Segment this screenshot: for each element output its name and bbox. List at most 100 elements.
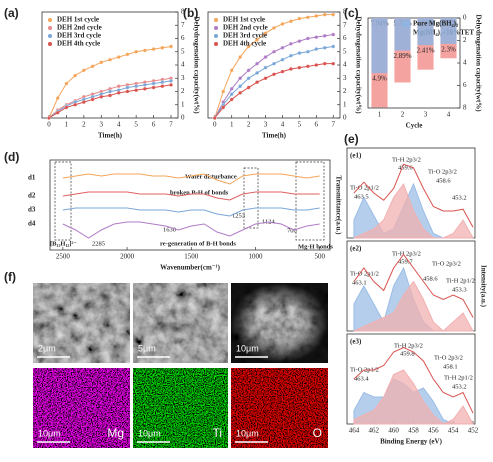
x-axis-label: Time(h) xyxy=(262,132,287,140)
x-tick-label: 6 xyxy=(315,121,319,129)
bar xyxy=(371,18,388,74)
legend-label: DEH 3rd cycle xyxy=(57,32,101,40)
data-line xyxy=(62,173,320,185)
data-line xyxy=(214,63,334,119)
plot-frame xyxy=(49,159,331,251)
data-line xyxy=(214,45,334,119)
legend-marker xyxy=(48,42,52,46)
data-line xyxy=(62,221,320,239)
x-tick-label: 0 xyxy=(47,121,51,129)
legend-label: DEH 3rd cycle xyxy=(223,32,267,40)
x-tick-label: 460 xyxy=(388,427,399,435)
x-tick-label: 464 xyxy=(349,427,360,435)
y-tick-label: 1 xyxy=(343,100,347,108)
scale-label: 10μm xyxy=(138,428,161,438)
peak-area xyxy=(353,280,474,332)
legend-swatch xyxy=(402,21,410,27)
legend-label: DEH 1st cycle xyxy=(223,16,265,24)
subpanel-label: (e2) xyxy=(350,245,362,253)
legend-label: Pure Mg(BH₄)₂ xyxy=(413,20,458,28)
x-axis-label: Binding Energy (eV) xyxy=(380,438,443,446)
data-line xyxy=(353,346,474,414)
ftir-annotations xyxy=(54,161,325,241)
legend-label: DEH 4th cycle xyxy=(57,40,100,48)
annotation: Ti-O 2p1/2 xyxy=(350,184,379,191)
panel-label: (e) xyxy=(344,132,359,146)
x-tick-label: 5 xyxy=(134,121,138,129)
x-tick-label: 2500 xyxy=(56,253,71,261)
y-tick-label: 2 xyxy=(463,36,467,44)
x-tick-label: 1 xyxy=(378,111,382,119)
y-tick-label: 8 xyxy=(343,8,347,16)
series-label: d4 xyxy=(28,220,36,228)
x-tick-label: 3 xyxy=(424,111,428,119)
subpanel-label: (e3) xyxy=(350,338,362,346)
sem-images: 2μm 5μm 10μm 10μm 10μm 10μm Mg Ti O xyxy=(33,283,328,448)
data-line xyxy=(48,45,172,119)
annotation: Ti-O 2p3/2 xyxy=(428,168,457,175)
data-line xyxy=(62,207,320,217)
peak-area xyxy=(353,369,474,425)
annotation: 453.2 xyxy=(452,194,467,201)
dashed-box xyxy=(243,167,259,229)
subpanel-label: (e1) xyxy=(350,152,362,160)
data-line xyxy=(214,14,334,119)
y-tick-label: 6 xyxy=(463,81,467,89)
legend-marker xyxy=(48,26,52,30)
annotation: Ti-O 2p1/2 xyxy=(350,270,379,277)
x-tick-label: 462 xyxy=(369,427,380,435)
x-tick-label: 5 xyxy=(298,121,302,129)
x-tick-label: 0 xyxy=(213,121,217,129)
panel-label: (b) xyxy=(183,6,198,20)
x-tick-label: 3 xyxy=(100,121,104,129)
y-tick-label: 5 xyxy=(343,47,347,55)
x-tick-label: 1 xyxy=(230,121,234,129)
legend-marker xyxy=(214,42,218,46)
annotation: Ti-H 2p1/2 xyxy=(444,374,473,381)
panel-label: (f) xyxy=(4,270,16,284)
legend-marker xyxy=(214,18,218,22)
x-tick-label: 500 xyxy=(314,253,325,261)
annotation: 1253 xyxy=(232,212,245,219)
y-axis-label: Dehydrogenation capacity(wt%) xyxy=(354,16,362,114)
x-tick-label: 7 xyxy=(331,121,335,129)
annotation: re-generation of B-H bonds xyxy=(160,240,236,247)
annotation: 2285 xyxy=(92,240,105,247)
eds-map xyxy=(33,368,130,448)
legend-label: DEH 4th cycle xyxy=(223,40,266,48)
y-tick-label: 6 xyxy=(343,34,347,42)
series-label: d3 xyxy=(28,206,36,214)
x-axis-label: Cycle xyxy=(406,122,423,130)
y-tick-label: 4 xyxy=(343,61,347,69)
y-tick-label: 1 xyxy=(181,100,185,108)
data-line xyxy=(353,163,474,228)
y-axis-label: Intensity(a.u.) xyxy=(479,265,487,308)
annotation: 459.6 xyxy=(398,164,413,171)
x-tick-label: 4 xyxy=(281,121,285,129)
legend-label: DEH 2nd cycle xyxy=(57,24,102,32)
x-tick-label: 452 xyxy=(468,427,479,435)
scale-label: 5μm xyxy=(138,343,156,353)
x-axis-label: Wavenumber(cm⁻¹) xyxy=(160,264,221,272)
dashed-box xyxy=(295,161,325,241)
legend-marker xyxy=(48,34,52,38)
legend-label: DEH 1st cycle xyxy=(57,16,99,24)
scale-label: 10μm xyxy=(236,428,259,438)
annotation: 1630 xyxy=(163,226,176,233)
annotation: 458.1 xyxy=(443,363,458,370)
x-tick-label: 2 xyxy=(82,121,86,129)
annotation: Mg-H bonds xyxy=(298,243,333,250)
annotation: broken B-H of bonds xyxy=(170,189,229,196)
legend-marker xyxy=(214,26,218,30)
x-tick-label: 7 xyxy=(169,121,173,129)
annotation: 458.6 xyxy=(436,177,451,184)
dashed-box xyxy=(54,161,72,241)
data-line xyxy=(214,34,334,119)
annotation: 463.5 xyxy=(354,193,369,200)
data-line xyxy=(353,253,474,318)
annotation: Ti-H 2p3/2 xyxy=(392,156,421,163)
x-tick-label: 1 xyxy=(65,121,69,129)
y-tick-label: 7 xyxy=(343,21,347,29)
element-label: O xyxy=(313,426,322,440)
